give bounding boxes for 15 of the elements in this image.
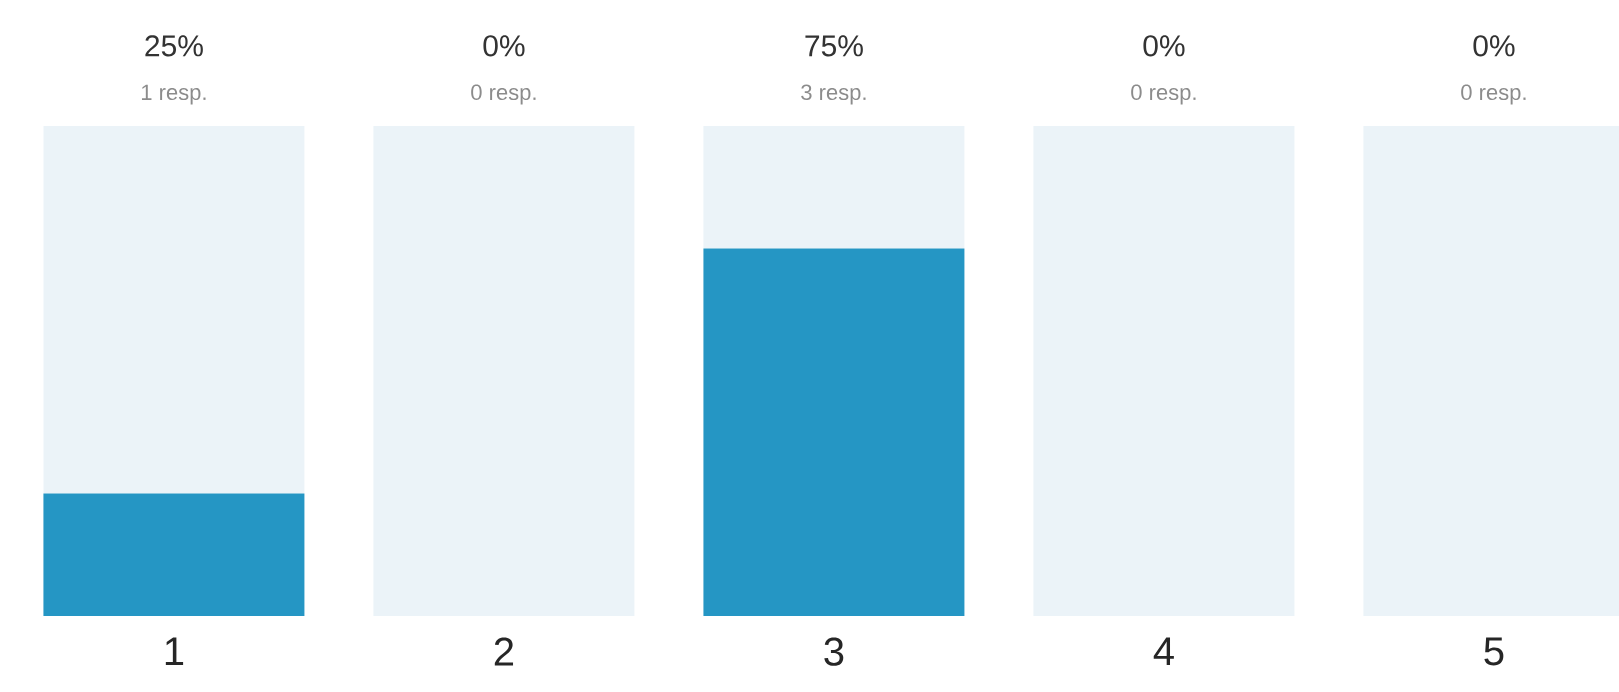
x-tick-label: 5: [1484, 637, 1504, 666]
data-label: 0%: [483, 35, 525, 57]
data-label: 25%: [145, 35, 203, 57]
data-label: 0%: [1473, 35, 1515, 57]
x-tick-label: 2: [494, 637, 514, 666]
x-tick-label: 4: [1153, 637, 1174, 666]
annotation: 0 resp.: [1131, 84, 1196, 105]
x-tick-label: 3: [824, 637, 844, 666]
annotation: 0 resp.: [1461, 84, 1526, 105]
data-label: 0%: [1143, 35, 1185, 57]
annotation: 0 resp.: [471, 84, 536, 105]
annotation: 1 resp.: [141, 84, 206, 105]
data-label: 75%: [805, 35, 863, 57]
annotation: 3 resp.: [801, 84, 866, 105]
x-tick-label: 1: [165, 637, 184, 666]
